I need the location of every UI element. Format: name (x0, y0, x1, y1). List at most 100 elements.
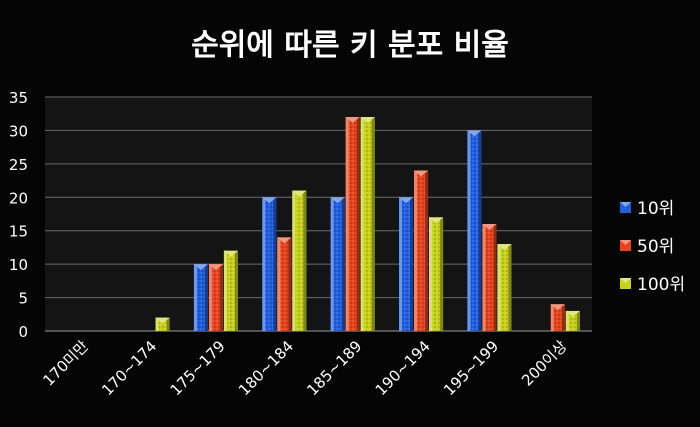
bar-highlight (565, 310, 569, 331)
bar-shadow (410, 197, 414, 331)
bar-highlight (360, 117, 364, 331)
legend-swatch (620, 278, 631, 289)
bar-cap (429, 217, 444, 224)
bar-cap (497, 244, 512, 251)
x-tick-label: 190~194 (372, 337, 434, 399)
bar (292, 190, 307, 331)
bar (414, 170, 429, 331)
bar-texture (292, 190, 307, 331)
bar (330, 197, 345, 331)
bar-cap (193, 264, 208, 271)
bar (565, 310, 580, 331)
bar-shadow (204, 264, 208, 331)
bar (467, 130, 482, 331)
bar-shadow (234, 250, 238, 331)
x-tick-label: 195~199 (440, 337, 502, 399)
bar (360, 117, 375, 331)
bar-texture (550, 304, 565, 331)
bar-texture (497, 244, 512, 331)
chart-title: 순위에 따른 키 분포 비율 (191, 28, 509, 63)
bar-texture (360, 117, 375, 331)
plot-area (45, 96, 592, 332)
legend-swatch-cap (620, 202, 631, 207)
x-tick-label: 200이상 (518, 337, 571, 390)
bar-cap (345, 117, 360, 124)
y-axis: 0 5 10 15 20 25 30 35 (9, 89, 28, 341)
legend-item: 100위 (620, 275, 685, 295)
x-tick-label: 180~184 (235, 337, 297, 399)
bar-cap (360, 117, 375, 124)
bar (482, 224, 497, 331)
bar-highlight (482, 224, 486, 331)
bar (223, 250, 238, 331)
bar-highlight (193, 264, 197, 331)
bar-cap (414, 170, 429, 177)
bar (208, 264, 223, 331)
bar (429, 217, 444, 331)
bar-shadow (273, 197, 277, 331)
bar-texture (330, 197, 345, 331)
bar-shadow (341, 197, 345, 331)
bar (262, 197, 277, 331)
bar-shadow (561, 304, 565, 331)
bar-highlight (223, 250, 227, 331)
bar-cap (565, 310, 580, 317)
bar-shadow (288, 237, 292, 331)
bar-highlight (399, 197, 403, 331)
bar-cap (482, 224, 497, 231)
bar-shadow (356, 117, 360, 331)
bar-texture (467, 130, 482, 331)
y-tick-label: 20 (9, 189, 28, 207)
bar-texture (208, 264, 223, 331)
bar-highlight (155, 317, 159, 331)
bar-highlight (467, 130, 471, 331)
bar-cap (208, 264, 223, 271)
bar (277, 237, 292, 331)
bar-shadow (478, 130, 482, 331)
bar-cap (155, 317, 170, 324)
legend-label: 10위 (637, 199, 674, 219)
bar (345, 117, 360, 331)
bar-shadow (508, 244, 512, 331)
bar-texture (565, 310, 580, 331)
bar-highlight (262, 197, 266, 331)
bar-shadow (371, 117, 375, 331)
bar-highlight (550, 304, 554, 331)
bar-texture (414, 170, 429, 331)
bar-highlight (497, 244, 501, 331)
legend-label: 50위 (637, 237, 674, 257)
legend-item: 50위 (620, 237, 674, 257)
bar-highlight (277, 237, 281, 331)
legend-swatch-cap (620, 240, 631, 245)
y-tick-label: 5 (18, 290, 28, 308)
bar-shadow (166, 317, 170, 331)
bar (155, 317, 170, 331)
bar-texture (277, 237, 292, 331)
legend-item: 10위 (620, 199, 674, 219)
bar-shadow (576, 310, 580, 331)
bar-cap (330, 197, 345, 204)
bar-texture (262, 197, 277, 331)
y-tick-label: 10 (9, 256, 28, 274)
bar-texture (193, 264, 208, 331)
legend-label: 100위 (637, 275, 685, 295)
bar-shadow (219, 264, 223, 331)
y-tick-label: 35 (9, 89, 28, 107)
bar (193, 264, 208, 331)
bar (497, 244, 512, 331)
bar-highlight (345, 117, 349, 331)
x-tick-label: 175~179 (167, 337, 229, 399)
y-tick-label: 0 (18, 323, 28, 341)
bar-texture (223, 250, 238, 331)
bar-cap (399, 197, 414, 204)
bar-highlight (429, 217, 433, 331)
bar-shadow (303, 190, 307, 331)
bar-highlight (414, 170, 418, 331)
x-tick-label: 170미만 (40, 337, 93, 390)
bar-texture (482, 224, 497, 331)
y-tick-label: 15 (9, 223, 28, 241)
bar-cap (223, 250, 238, 257)
bar-highlight (208, 264, 212, 331)
